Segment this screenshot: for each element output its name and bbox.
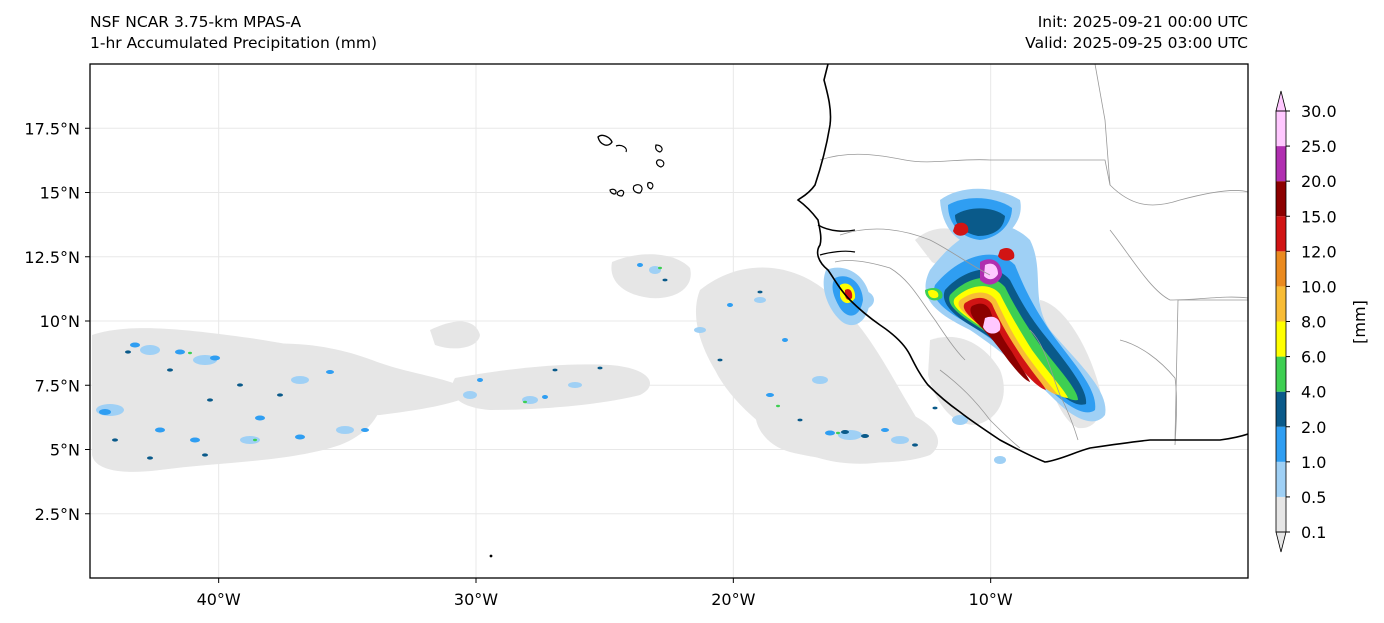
lat-tick-label: 7.5°N — [35, 376, 80, 395]
gridlines — [90, 64, 1248, 578]
lon-tick-label: 10°W — [969, 590, 1013, 609]
lat-tick-label: 2.5°N — [35, 505, 80, 524]
lon-tick-label: 30°W — [454, 590, 498, 609]
colorbar-level-label: 1.0 — [1301, 453, 1326, 472]
colorbar-level-label: 25.0 — [1301, 137, 1337, 156]
colorbar-swatch — [1276, 286, 1286, 322]
colorbar-level-label: 6.0 — [1301, 348, 1326, 367]
colorbar-extend-max — [1275, 90, 1287, 112]
colorbar-swatch — [1276, 181, 1286, 217]
colorbar-swatch — [1276, 356, 1286, 392]
valid-time: Valid: 2025-09-25 03:00 UTC — [1025, 34, 1248, 52]
colorbar-level-label: 4.0 — [1301, 383, 1326, 402]
colorbar-level-label: 12.0 — [1301, 242, 1337, 261]
colorbar-level-label: 15.0 — [1301, 207, 1337, 226]
colorbar-swatch — [1276, 461, 1286, 497]
coastline — [489, 64, 1248, 558]
colorbar-swatch — [1276, 251, 1286, 287]
colorbar-swatch — [1276, 391, 1286, 427]
map-content — [90, 64, 1248, 578]
colorbar-unit-label: [mm] — [1350, 300, 1369, 344]
country-borders — [819, 64, 1248, 449]
light-precip-field — [92, 228, 1102, 472]
field-title: 1-hr Accumulated Precipitation (mm) — [90, 34, 377, 52]
lat-ticks: 2.5°N 5°N 7.5°N 10°N 12.5°N 15°N 17.5°N — [24, 119, 90, 524]
lon-ticks: 40°W 30°W 20°W 10°W — [197, 578, 1013, 609]
lat-tick-label: 5°N — [50, 441, 80, 460]
colorbar: 0.1 0.5 1.0 2.0 4.0 6.0 8.0 10.0 12.0 15.0 20.0 25.… — [1275, 90, 1337, 553]
lat-tick-label: 12.5°N — [24, 248, 80, 267]
colorbar-swatch — [1276, 111, 1286, 147]
lon-tick-label: 40°W — [197, 590, 241, 609]
colorbar-swatch — [1276, 216, 1286, 252]
title-left: NSF NCAR 3.75-km MPAS-A 1-hr Accumulated… — [90, 12, 377, 54]
colorbar-level-label: 0.1 — [1301, 523, 1326, 542]
init-time: Init: 2025-09-21 00:00 UTC — [1037, 13, 1248, 31]
convective-band — [823, 188, 1106, 422]
colorbar-swatch — [1276, 426, 1286, 462]
scattered-showers — [96, 263, 1006, 464]
lat-tick-label: 17.5°N — [24, 119, 80, 138]
lon-tick-label: 20°W — [711, 590, 755, 609]
colorbar-swatch — [1276, 321, 1286, 357]
lat-tick-label: 15°N — [40, 184, 80, 203]
model-title: NSF NCAR 3.75-km MPAS-A — [90, 13, 302, 31]
colorbar-swatch — [1276, 146, 1286, 182]
colorbar-level-label: 30.0 — [1301, 102, 1337, 121]
lat-tick-label: 10°N — [40, 312, 80, 331]
colorbar-level-label: 8.0 — [1301, 313, 1326, 332]
colorbar-extend-min — [1275, 531, 1287, 553]
colorbar-level-label: 10.0 — [1301, 277, 1337, 296]
colorbar-level-label: 2.0 — [1301, 418, 1326, 437]
colorbar-swatch — [1276, 496, 1286, 532]
colorbar-level-label: 0.5 — [1301, 488, 1326, 507]
title-right: Init: 2025-09-21 00:00 UTC Valid: 2025-0… — [1025, 12, 1248, 54]
colorbar-level-label: 20.0 — [1301, 172, 1337, 191]
